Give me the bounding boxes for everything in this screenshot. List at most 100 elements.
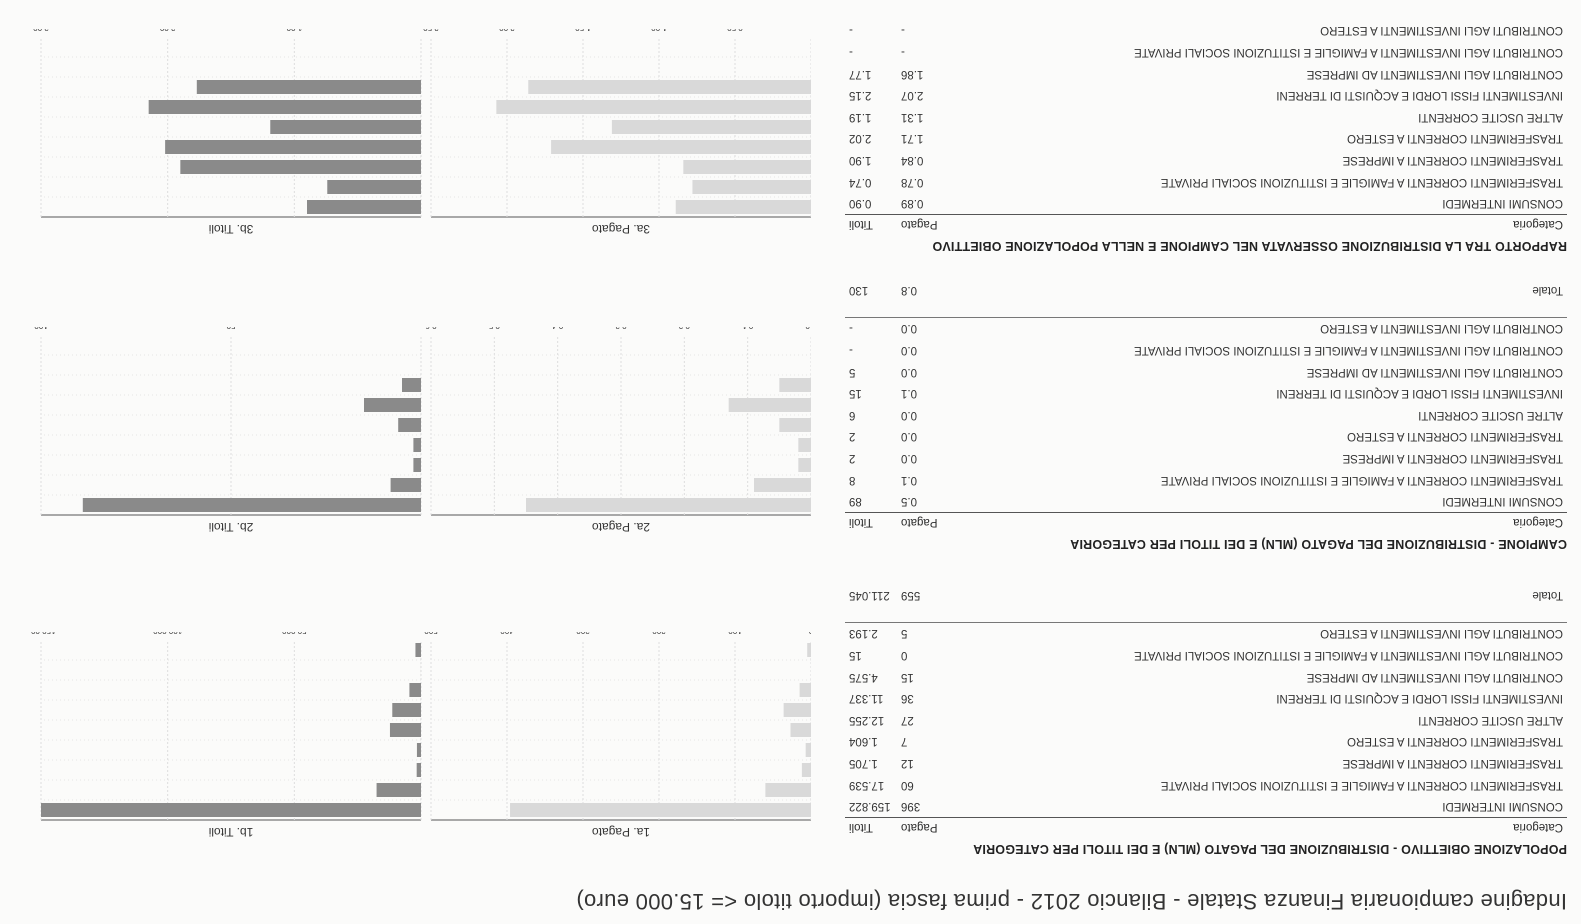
bar: [683, 160, 811, 174]
table-popolazione: Categoria Pagato Titoli CONSUMI INTERMEDI 39…: [845, 582, 1567, 836]
titoli-cell: 6: [849, 408, 856, 421]
table-row: TRASFERIMENTI CORRENTI A ESTERO 7 1.604: [845, 731, 1567, 753]
pagato-cell: 0.0: [901, 452, 917, 465]
bar: [376, 783, 421, 797]
table-row: CONTRIBUTI AGLI INVESTIMENTI AD IMPRESE 1…: [845, 666, 1567, 688]
titoli-cell: -: [849, 24, 853, 37]
titoli-cell: 159.822: [849, 800, 891, 813]
bar: [416, 743, 421, 757]
titoli-cell: 1.19: [849, 110, 872, 123]
panel-label: 3b. Titoli: [209, 222, 254, 236]
table-row: TRASFERIMENTI CORRENTI A FAMIGLIE E ISTI…: [845, 469, 1567, 491]
category-cell: TRASFERIMENTI CORRENTI A ESTERO: [1347, 132, 1563, 145]
tick-label: 2.00: [499, 29, 515, 32]
bar: [611, 120, 811, 134]
titoli-cell: -: [849, 344, 853, 357]
titoli-cell: 8: [849, 473, 856, 486]
tick-label: 2.50: [423, 29, 439, 32]
bar: [327, 180, 421, 194]
bar: [807, 643, 811, 657]
category-cell: TRASFERIMENTI CORRENTI A ESTERO: [1347, 430, 1563, 443]
column-header: Titoli: [845, 512, 897, 531]
table-row: TRASFERIMENTI CORRENTI A IMPRESE 12 1.705: [845, 752, 1567, 774]
total-label: Totale: [1532, 588, 1563, 601]
total-row: Totale 559 211.045: [845, 582, 1567, 608]
titoli-cell: 5: [849, 365, 856, 378]
table-row: CONTRIBUTI AGLI INVESTIMENTI A ESTERO 0.0…: [845, 317, 1567, 339]
bar: [754, 478, 811, 492]
bar: [551, 140, 811, 154]
bar: [805, 743, 811, 757]
category-cell: TRASFERIMENTI CORRENTI A FAMIGLIE E ISTI…: [1160, 175, 1563, 188]
bar: [779, 378, 811, 392]
table-row: INVESTIMENTI FISSI LORDI E ACQUISTI DI T…: [845, 84, 1567, 106]
bar: [528, 80, 811, 94]
bar: [765, 783, 811, 797]
titoli-cell: 12.255: [849, 713, 885, 726]
pagato-cell: 0.0: [901, 344, 917, 357]
table-row: ALTRE USCITE CORRENTI 0.0 6: [845, 404, 1567, 426]
panel-label: 1b. Titoli: [209, 825, 254, 839]
total-pagato: 0.8: [901, 283, 917, 296]
pagato-cell: 0.0: [901, 365, 917, 378]
bar: [790, 723, 811, 737]
bar: [798, 438, 811, 452]
pagato-cell: 27: [901, 713, 914, 726]
chart-campione: 2a. Pagato 0.0 0.1 0.2 0.3 0.4 0.5 0.6 2b. Titol…: [31, 327, 811, 537]
category-cell: INVESTIMENTI FISSI LORDI E ACQUISTI DI T…: [1276, 387, 1563, 400]
total-row: Totale 0.8 130: [845, 277, 1567, 303]
section-title-campione: CAMPIONE - DISTRIBUZIONE DEL PAGATO (MLN…: [1070, 537, 1567, 551]
category-cell: CONTRIBUTI AGLI INVESTIMENTI A FAMIGLIE …: [1134, 649, 1563, 662]
table-row: CONTRIBUTI AGLI INVESTIMENTI A FAMIGLIE …: [845, 644, 1567, 666]
titoli-cell: 1.90: [849, 154, 872, 167]
pagato-cell: 396: [901, 800, 921, 813]
titoli-cell: 17.539: [849, 778, 885, 791]
bar: [779, 418, 811, 432]
page-title: Indagine campionaria Finanza Statale - B…: [576, 889, 1567, 914]
bar: [196, 80, 421, 94]
pagato-cell: 5: [901, 627, 908, 640]
separator-row: [845, 302, 1567, 318]
table-row: CONTRIBUTI AGLI INVESTIMENTI A FAMIGLIE …: [845, 41, 1567, 63]
table-row: CONTRIBUTI AGLI INVESTIMENTI AD IMPRESE 1…: [845, 63, 1567, 85]
titoli-cell: 2.193: [849, 627, 878, 640]
tick-label: -: [419, 29, 422, 32]
titoli-cell: 89: [849, 495, 862, 508]
bar: [526, 498, 811, 512]
bar: [496, 100, 811, 114]
bar: [307, 200, 421, 214]
tick-label: 1.00: [286, 29, 302, 32]
tick-label: 0.6: [425, 327, 437, 330]
tick-label: 1.50: [575, 29, 591, 32]
bar: [389, 723, 421, 737]
titoli-cell: 1.705: [849, 757, 878, 770]
tick-label: 1.00: [651, 29, 667, 32]
category-cell: CONTRIBUTI AGLI INVESTIMENTI AD IMPRESE: [1306, 67, 1563, 80]
category-cell: CONSUMI INTERMEDI: [1442, 197, 1563, 210]
category-cell: ALTRE USCITE CORRENTI: [1418, 713, 1563, 726]
table-row: CONTRIBUTI AGLI INVESTIMENTI A ESTERO - -: [845, 20, 1567, 42]
tick-label: 500: [424, 632, 438, 635]
bar: [402, 378, 421, 392]
tick-label: 0.2: [678, 327, 690, 330]
pagato-cell: -: [901, 46, 905, 59]
chart-popolazione: 1a. Pagato 0 100 200 300 400 500 1b. Titoli - 50.…: [31, 632, 811, 842]
pagato-cell: 15: [901, 670, 914, 683]
bar: [798, 458, 811, 472]
pagato-cell: 0.1: [901, 387, 917, 400]
bar: [413, 458, 421, 472]
pagato-cell: 2.07: [901, 89, 924, 102]
pagato-cell: 0.5: [901, 495, 917, 508]
table-header-row: Categoria Pagato Titoli: [845, 214, 1567, 233]
bar: [801, 763, 811, 777]
pagato-cell: 0.89: [901, 197, 924, 210]
table-row: TRASFERIMENTI CORRENTI A IMPRESE 0.84 1.90: [845, 149, 1567, 171]
tick-label: 100: [34, 327, 48, 330]
titoli-cell: 4.575: [849, 670, 878, 683]
bar: [413, 438, 421, 452]
column-header: Pagato: [897, 817, 949, 836]
table-row: INVESTIMENTI FISSI LORDI E ACQUISTI DI T…: [845, 687, 1567, 709]
table-row: CONSUMI INTERMEDI 0.5 89: [845, 490, 1567, 512]
tick-label: 50: [226, 327, 235, 330]
